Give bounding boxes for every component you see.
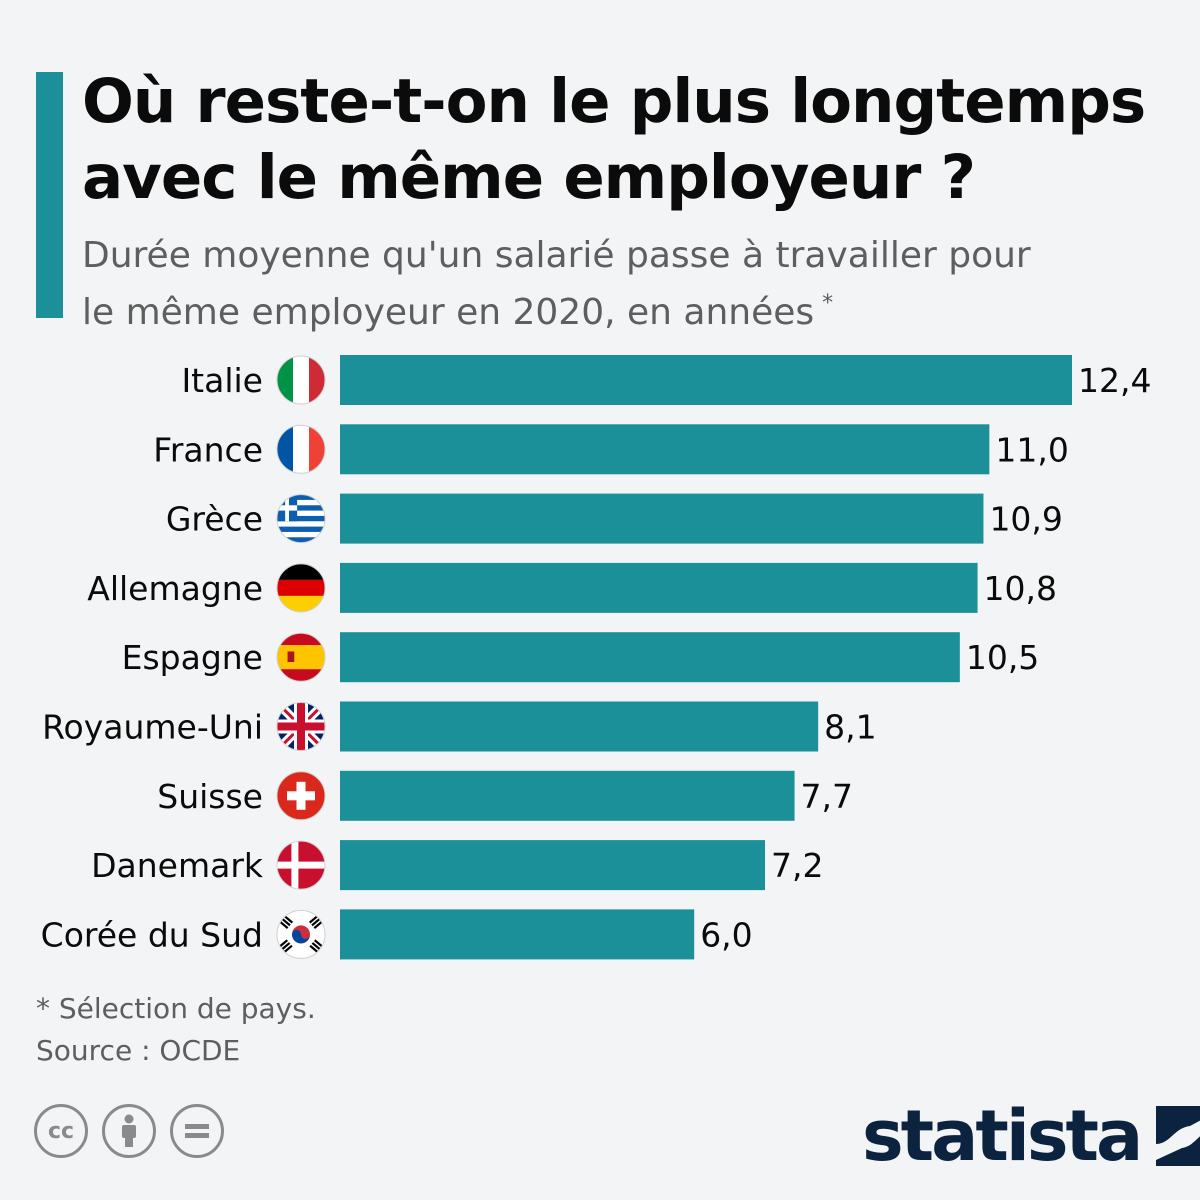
subtitle-asterisk: * [822, 291, 834, 316]
source-note: Source : OCDE [36, 1034, 241, 1067]
value-label: 10,5 [966, 638, 1039, 677]
title-line-1: Où reste-t-on le plus longtemps [82, 66, 1146, 137]
subtitle-line-2-text: le même employeur en 2020, en années [82, 292, 815, 333]
value-label: 10,8 [984, 569, 1057, 608]
bar [340, 909, 695, 960]
category-label: France [153, 430, 263, 469]
bar-row: France 11,0 [153, 424, 1069, 475]
denmark-flag-icon [277, 841, 325, 890]
bar-row: Suisse 7,7 [157, 770, 853, 821]
value-label: 7,7 [801, 777, 853, 816]
footnote: * Sélection de pays. [36, 992, 316, 1025]
value-label: 6,0 [700, 915, 752, 954]
bar-row: Danemark 7,2 [91, 840, 824, 891]
bar-row: Grèce 10,9 [166, 493, 1063, 544]
germany-flag-icon [277, 563, 325, 612]
bar [340, 355, 1072, 405]
switzerland-flag-icon [277, 771, 325, 820]
category-label: Royaume-Uni [42, 708, 263, 747]
category-label: Grèce [166, 500, 263, 539]
value-label: 10,9 [989, 500, 1062, 539]
bar-chart: Italie 12,4 France 11,0 Grèce 10,9 Allemagne 10… [41, 355, 1151, 960]
bar-row: Corée du Sud 6,0 [41, 909, 753, 960]
cc-icon[interactable]: cc [34, 1104, 88, 1158]
statista-mark-icon [1156, 1106, 1200, 1166]
value-label: 7,2 [771, 846, 823, 885]
south-korea-flag-icon [277, 910, 325, 959]
value-label: 12,4 [1078, 361, 1151, 400]
bar [340, 770, 795, 821]
license-icons: cc [34, 1104, 224, 1158]
bar [340, 562, 978, 613]
category-label: Danemark [91, 846, 264, 885]
title-accent-bar [36, 72, 63, 318]
bar [340, 701, 819, 752]
chart-subtitle: Durée moyenne qu'un salarié passe à trav… [82, 232, 1162, 337]
bar [340, 840, 766, 891]
category-label: Allemagne [87, 569, 263, 608]
bar-row: Italie 12,4 [181, 355, 1151, 405]
statista-logo[interactable]: statista [862, 1096, 1200, 1176]
bar-row: Royaume-Uni 8,1 [42, 701, 877, 752]
value-label: 11,0 [995, 430, 1068, 469]
greece-flag-icon [277, 494, 325, 543]
by-icon[interactable] [102, 1104, 156, 1158]
subtitle-line-2: le même employeur en 2020, en années * [82, 280, 1162, 337]
uk-flag-icon [277, 702, 325, 751]
category-label: Italie [181, 361, 263, 400]
france-flag-icon [277, 425, 325, 474]
brand-name: statista [862, 1095, 1143, 1177]
subtitle-line-1: Durée moyenne qu'un salarié passe à trav… [82, 235, 1031, 276]
bar [340, 632, 960, 683]
value-label: 8,1 [824, 708, 876, 747]
title-line-2: avec le même employeur ? [82, 142, 976, 213]
category-label: Suisse [157, 777, 263, 816]
italy-flag-icon [277, 356, 325, 404]
bar-row: Espagne 10,5 [122, 632, 1039, 683]
category-label: Espagne [122, 638, 263, 677]
bar [340, 493, 984, 544]
nd-icon[interactable] [170, 1104, 224, 1158]
chart-title: Où reste-t-on le plus longtemps avec le … [82, 64, 1182, 216]
category-label: Corée du Sud [41, 915, 263, 954]
bar [340, 424, 990, 475]
bar-row: Allemagne 10,8 [87, 562, 1057, 613]
